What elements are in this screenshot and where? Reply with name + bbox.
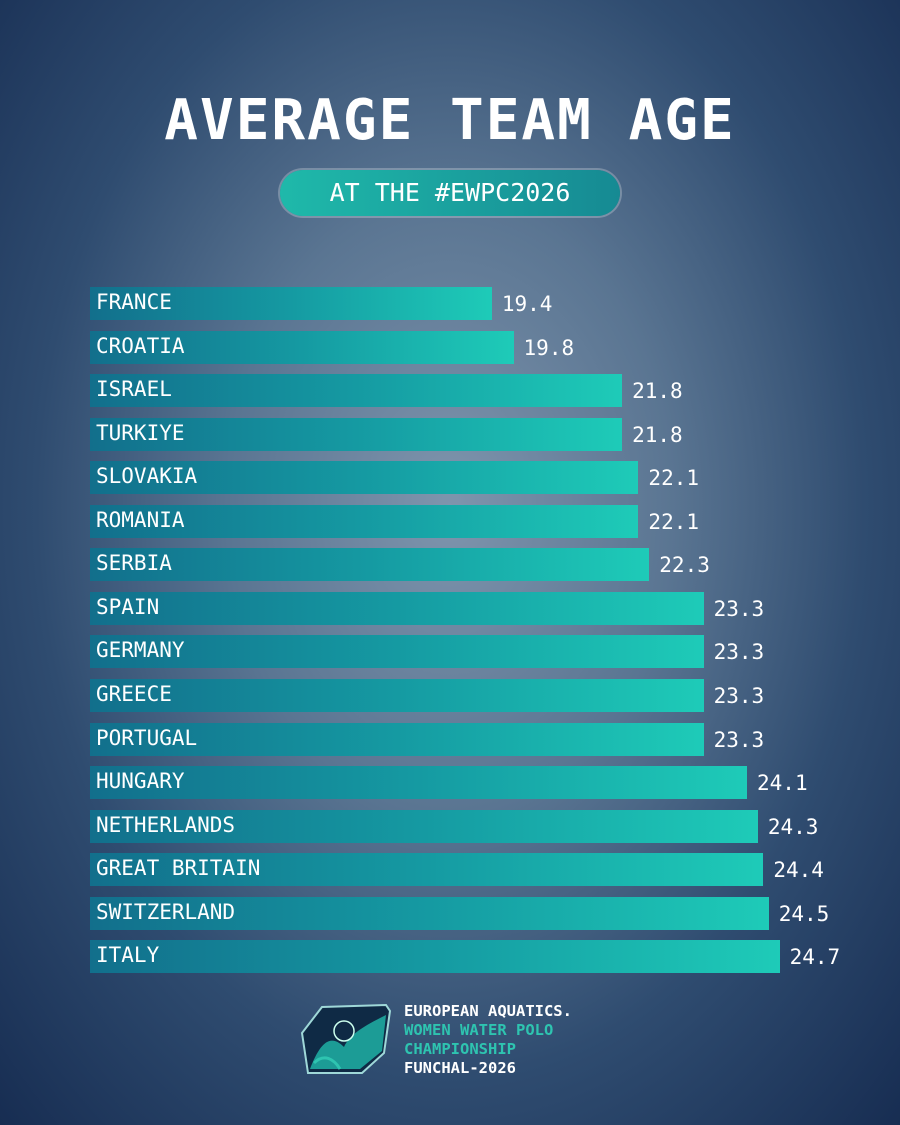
bar-category-label: ITALY (96, 943, 160, 968)
bar-value-label: 23.3 (713, 596, 765, 621)
bar-value-label: 24.3 (767, 814, 819, 839)
bar (90, 548, 650, 582)
bar (90, 722, 704, 756)
bar-value-label: 23.3 (713, 640, 765, 665)
bar (90, 940, 780, 974)
bar-value-label: 22.1 (648, 466, 699, 491)
bar-category-label: NETHERLANDS (96, 812, 236, 837)
bar-value-label: 21.8 (632, 379, 683, 404)
bar-category-label: TURKIYE (96, 420, 185, 445)
bar-category-label: SERBIA (96, 551, 172, 576)
bar-category-label: HUNGARY (96, 769, 185, 794)
bar-value-label: 23.3 (713, 683, 765, 708)
footer-line1: EUROPEAN AQUATICS. (404, 1002, 572, 1020)
footer-line3: CHAMPIONSHIP (404, 1040, 516, 1058)
bar-value-label: 23.3 (713, 727, 765, 752)
bar (90, 461, 639, 495)
bar-value-label: 24.7 (789, 945, 841, 970)
bar-value-label: 21.8 (632, 422, 683, 447)
bar-value-label: 22.3 (659, 553, 710, 578)
bar (90, 635, 704, 669)
bar-category-label: SPAIN (96, 594, 160, 619)
bar-category-label: CROATIA (96, 333, 185, 358)
championship-logo-icon (300, 1003, 392, 1074)
bar (90, 853, 764, 887)
bar (90, 766, 748, 800)
bar (90, 287, 492, 320)
chart-title: AVERAGE TEAM AGE (164, 88, 736, 153)
footer-line2: WOMEN WATER POLO (404, 1021, 554, 1039)
bar-value-label: 22.1 (648, 509, 699, 534)
bar (90, 374, 623, 408)
bar-value-label: 24.1 (757, 771, 808, 796)
bar (90, 417, 623, 451)
bar-category-label: GERMANY (96, 638, 185, 663)
bar-value-label: 19.4 (501, 292, 553, 316)
chart-subtitle-pill: AT THE #EWPC2026 (280, 170, 620, 216)
bar-category-label: SLOVAKIA (96, 464, 198, 489)
bar (90, 896, 769, 930)
footer-line4: FUNCHAL-2026 (404, 1059, 516, 1077)
bar-category-label: PORTUGAL (96, 725, 198, 750)
bar-category-label: GREECE (96, 681, 172, 706)
bar (90, 809, 758, 843)
bar (90, 330, 514, 364)
bar (90, 678, 704, 712)
bar-category-label: SWITZERLAND (96, 899, 236, 924)
bar-category-label: FRANCE (96, 290, 172, 314)
bar (90, 591, 704, 625)
bar-category-label: GREAT BRITAIN (96, 856, 261, 881)
bar (90, 504, 639, 538)
bar-category-label: ROMANIA (96, 507, 185, 532)
bar-category-label: ISRAEL (96, 377, 172, 402)
bar-value-label: 24.4 (773, 858, 824, 883)
footer-text: EUROPEAN AQUATICS. WOMEN WATER POLO CHAM… (404, 1002, 572, 1078)
bar-value-label: 24.5 (778, 901, 830, 926)
bar-value-label: 19.8 (523, 335, 575, 360)
